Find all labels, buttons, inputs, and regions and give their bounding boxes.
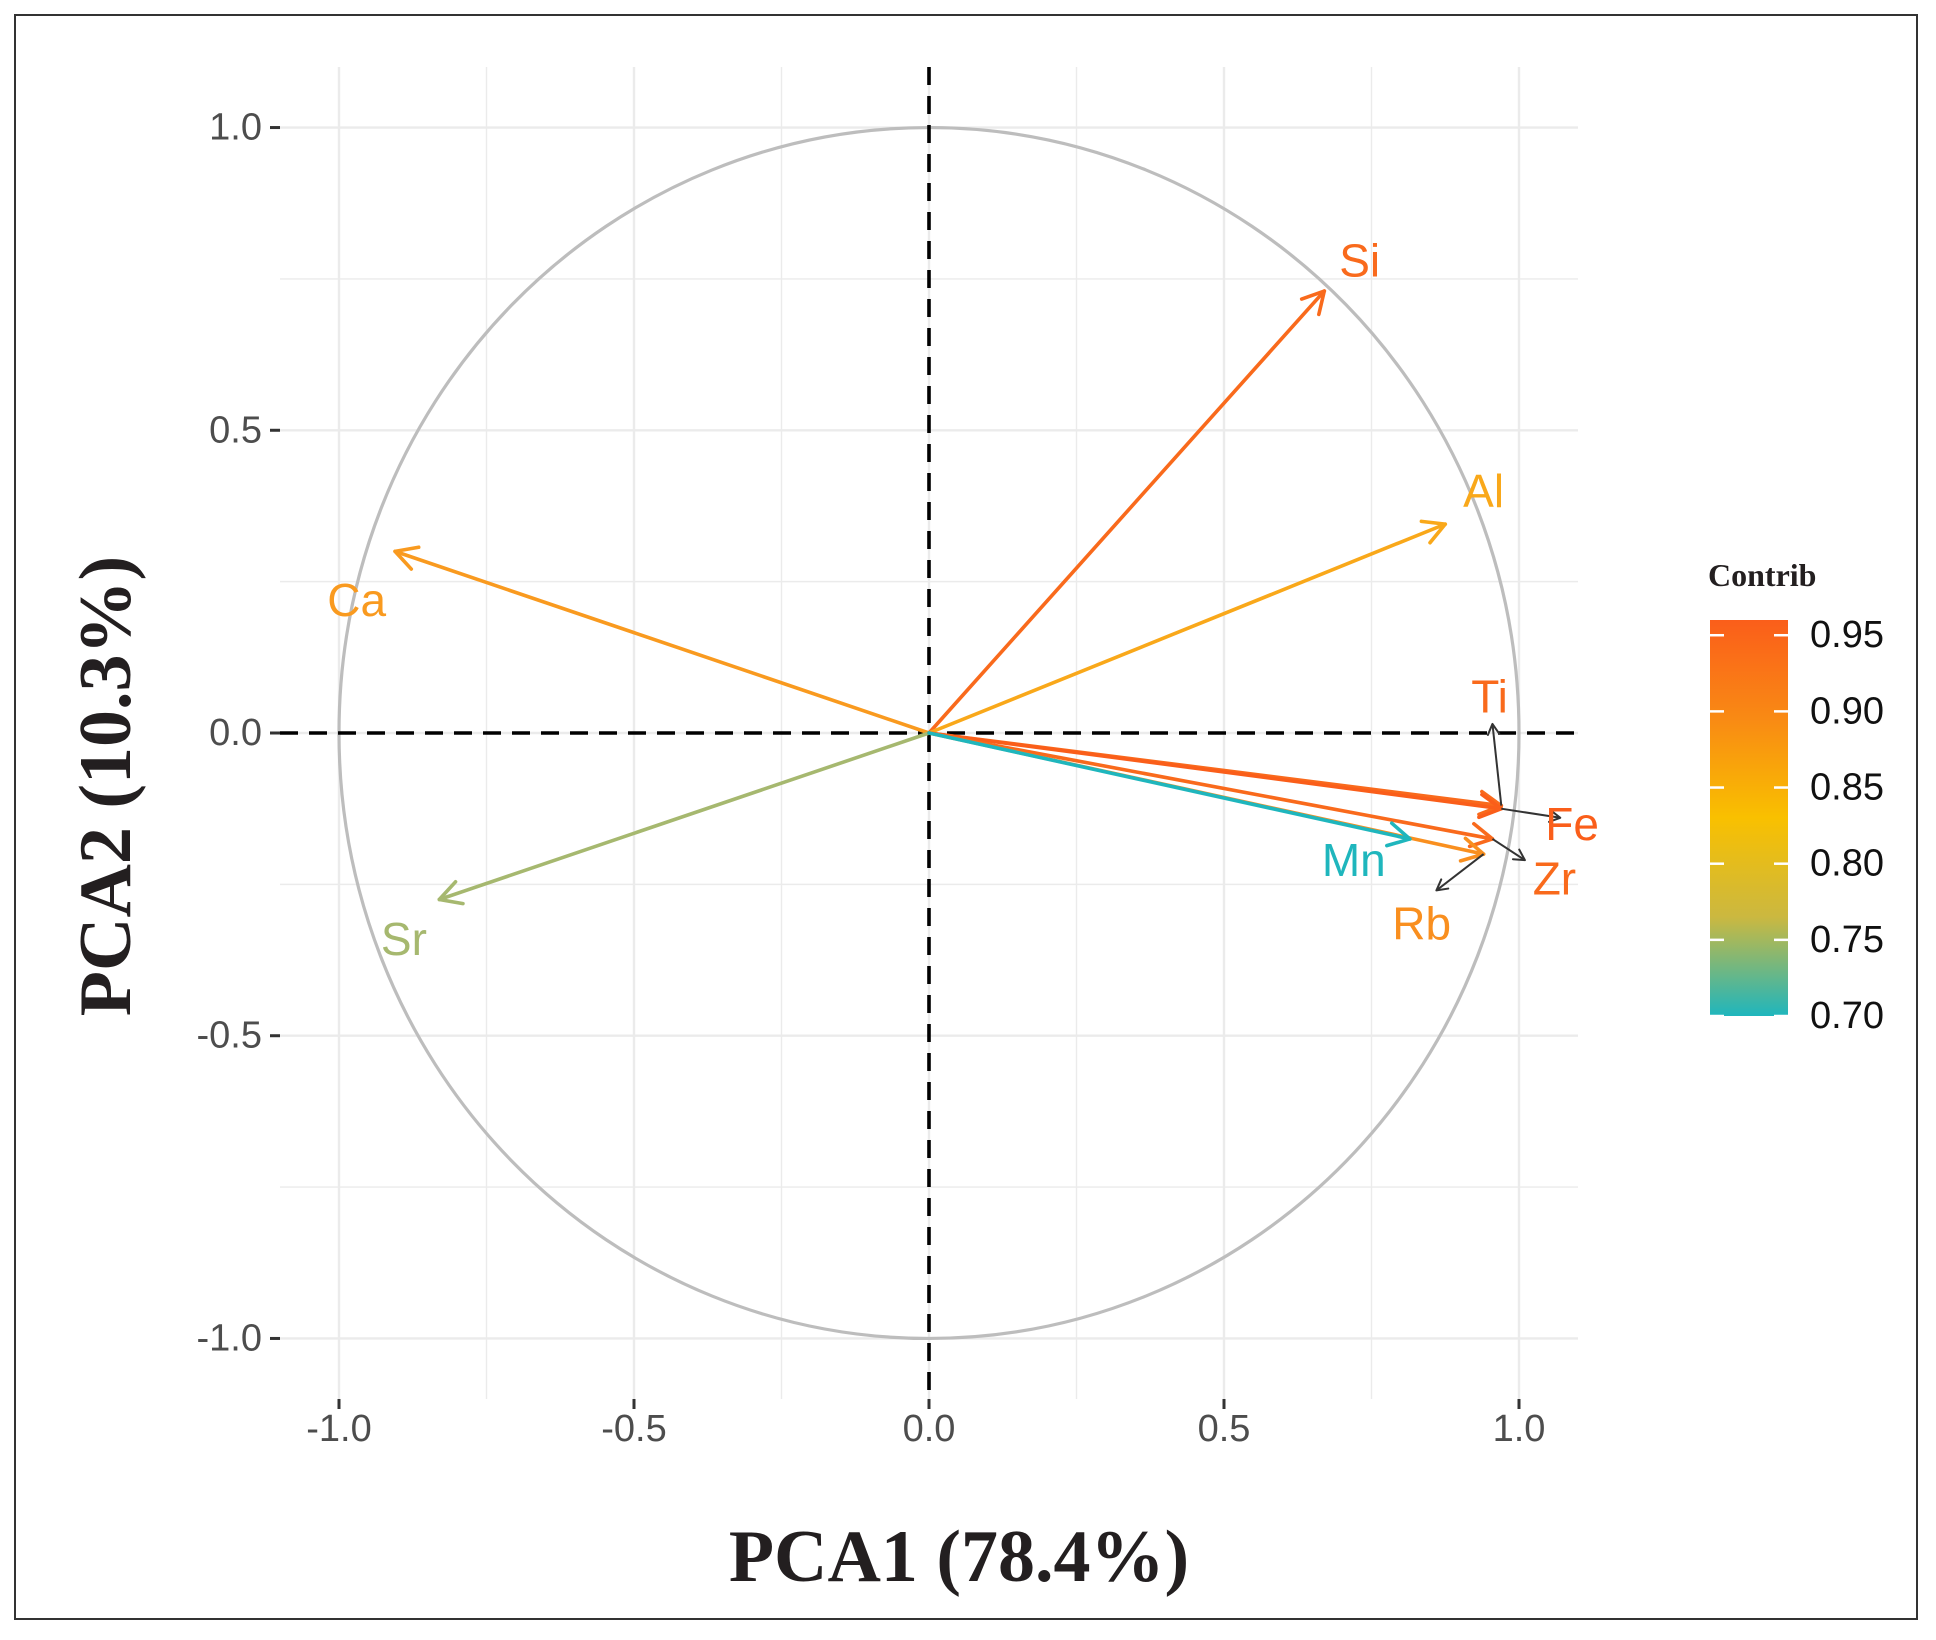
variable-arrows-layer — [393, 289, 1504, 906]
axes-layer: -1.0 -0.5 0.0 0.5 1.0 1.0 0.5 0.0 -0.5 -1.0 PCA1 (… — [65, 107, 1545, 1598]
arrow-mn — [927, 731, 1412, 848]
variable-label-sr: Sr — [381, 913, 427, 965]
legend-tick-label: 0.85 — [1810, 767, 1884, 809]
y-tick-label: 0.5 — [209, 409, 262, 451]
legend-tick-label: 0.70 — [1810, 995, 1884, 1037]
arrow-shaft-al — [927, 522, 1448, 735]
arrow-head-ti — [1477, 789, 1504, 817]
arrow-shaft-si — [927, 289, 1327, 735]
repel-line-zr — [1491, 838, 1526, 861]
legend-tick-label: 0.80 — [1810, 843, 1884, 885]
repel-head-rb — [1435, 878, 1450, 892]
repel-segment-ti — [1486, 722, 1503, 806]
x-tick-label: 1.0 — [1493, 1408, 1546, 1450]
repel-head-fe — [1548, 809, 1562, 823]
arrow-head-mn — [1385, 821, 1412, 848]
variable-label-zr: Zr — [1533, 852, 1576, 904]
arrow-head-sr — [437, 880, 465, 906]
legend-tick-label: 0.75 — [1810, 919, 1884, 961]
variable-label-mn: Mn — [1322, 834, 1386, 886]
repel-segment-rb — [1435, 853, 1485, 892]
variable-label-ca: Ca — [327, 574, 386, 626]
x-tick-label: 0.0 — [903, 1408, 956, 1450]
arrow-shaft-zr — [927, 731, 1495, 841]
label-repel-layer — [1435, 722, 1562, 892]
arrow-ca — [393, 545, 931, 735]
variable-label-fe: Fe — [1545, 798, 1599, 850]
arrow-shaft-sr — [437, 731, 931, 902]
x-tick-label: 0.5 — [1198, 1408, 1251, 1450]
arrow-shaft-mn — [927, 731, 1412, 841]
repel-line-ti — [1491, 723, 1503, 806]
repel-segment-zr — [1491, 838, 1526, 862]
repel-segment-fe — [1501, 807, 1562, 823]
x-axis-title: PCA1 (78.4%) — [729, 1516, 1189, 1598]
y-tick-label: 1.0 — [209, 107, 262, 149]
variable-label-al: Al — [1463, 465, 1504, 517]
arrow-head-ca — [393, 545, 421, 571]
y-tick-label: -1.0 — [197, 1317, 262, 1359]
arrow-head-al — [1419, 519, 1448, 545]
legend-tick-label: 0.90 — [1810, 690, 1884, 732]
arrow-shaft-ca — [393, 549, 931, 735]
repel-line-rb — [1435, 853, 1485, 892]
variable-label-rb: Rb — [1392, 898, 1451, 950]
figure-frame: Si Al Ca Sr Ti Fe Zr Rb Mn -1.0 -0.5 0.0 0.5 1.0 1.0 0… — [14, 14, 1918, 1620]
arrow-head-si — [1299, 289, 1327, 317]
variable-label-ti: Ti — [1471, 671, 1508, 723]
arrow-shaft-fe — [927, 731, 1504, 811]
repel-line-fe — [1501, 807, 1561, 819]
x-tick-label: -0.5 — [601, 1408, 666, 1450]
y-tick-label: -0.5 — [197, 1015, 262, 1057]
arrow-fe — [927, 731, 1504, 820]
legend-colorbar — [1710, 620, 1788, 1016]
arrow-si — [927, 289, 1327, 735]
legend-tick-label: 0.95 — [1810, 614, 1884, 656]
variable-label-si: Si — [1339, 235, 1380, 287]
y-axis-title: PCA2 (10.3%) — [65, 556, 147, 1016]
x-tick-label: -1.0 — [306, 1408, 371, 1450]
legend-title: Contrib — [1708, 557, 1816, 593]
arrow-al — [927, 519, 1448, 735]
repel-head-zr — [1511, 848, 1526, 862]
legend: Contrib 0.95 0.90 0.85 0.80 0.75 0.70 — [1708, 557, 1884, 1037]
y-tick-label: 0.0 — [209, 712, 262, 754]
arrow-sr — [437, 731, 931, 906]
repel-head-ti — [1486, 722, 1501, 737]
